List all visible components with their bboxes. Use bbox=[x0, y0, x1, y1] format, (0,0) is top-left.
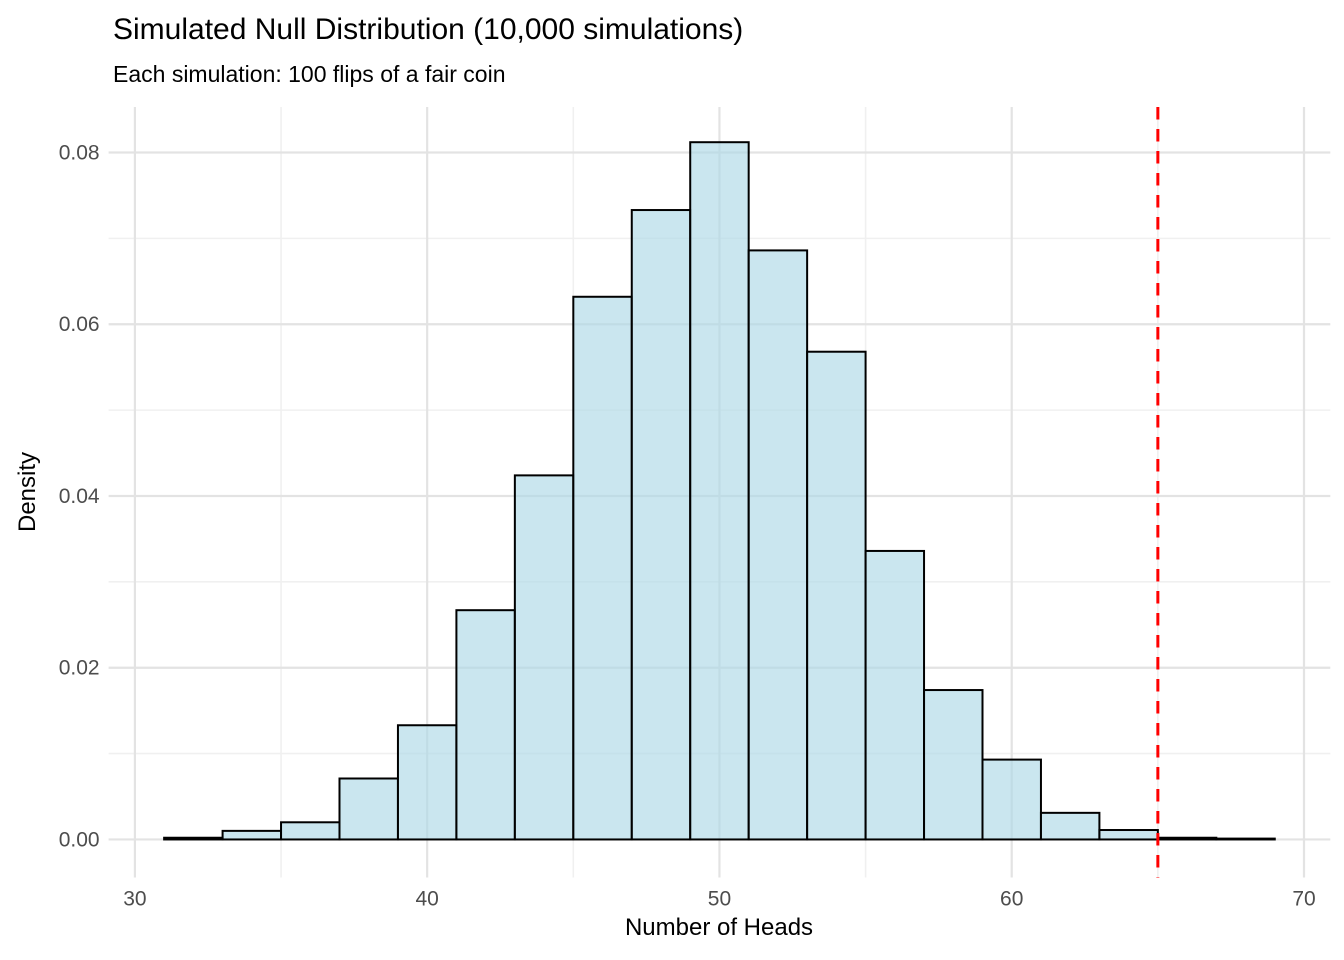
histogram-bar bbox=[1215, 837, 1276, 841]
x-tick-label: 50 bbox=[708, 888, 731, 911]
histogram-bar bbox=[163, 836, 224, 841]
histogram-bar bbox=[221, 829, 283, 841]
x-tick-label: 60 bbox=[1000, 888, 1023, 911]
histogram-bar bbox=[689, 141, 750, 841]
histogram-bar bbox=[1156, 836, 1218, 841]
histogram-bar bbox=[981, 758, 1042, 841]
y-tick-label: 0.06 bbox=[59, 313, 100, 336]
histogram-bar bbox=[396, 724, 458, 841]
x-tick-label: 40 bbox=[415, 888, 438, 911]
x-tick-label: 30 bbox=[123, 888, 146, 911]
y-tick-label: 0.04 bbox=[59, 485, 100, 508]
histogram-bar bbox=[630, 209, 692, 841]
histogram-bar bbox=[455, 609, 516, 841]
y-tick-label: 0.08 bbox=[59, 142, 100, 165]
histogram-bar bbox=[806, 350, 867, 841]
x-axis-title: Number of Heads bbox=[624, 914, 814, 941]
histogram-bar bbox=[513, 474, 575, 841]
y-tick-label: 0.02 bbox=[59, 657, 100, 680]
chart-subtitle: Each simulation: 100 flips of a fair coi… bbox=[113, 61, 506, 87]
chart-title: Simulated Null Distribution (10,000 simu… bbox=[113, 13, 744, 46]
histogram-bar bbox=[338, 777, 399, 841]
histogram-bar bbox=[280, 821, 341, 841]
histogram-bar bbox=[572, 295, 633, 841]
x-tick-label: 70 bbox=[1292, 888, 1315, 911]
histogram-bar bbox=[923, 689, 984, 841]
histogram-bar bbox=[1098, 829, 1159, 841]
y-tick-label: 0.00 bbox=[59, 828, 100, 851]
histogram-bar bbox=[747, 249, 809, 841]
histogram-bar bbox=[864, 549, 926, 841]
y-axis-title: Density bbox=[14, 451, 41, 533]
histogram-bar bbox=[1039, 811, 1101, 841]
